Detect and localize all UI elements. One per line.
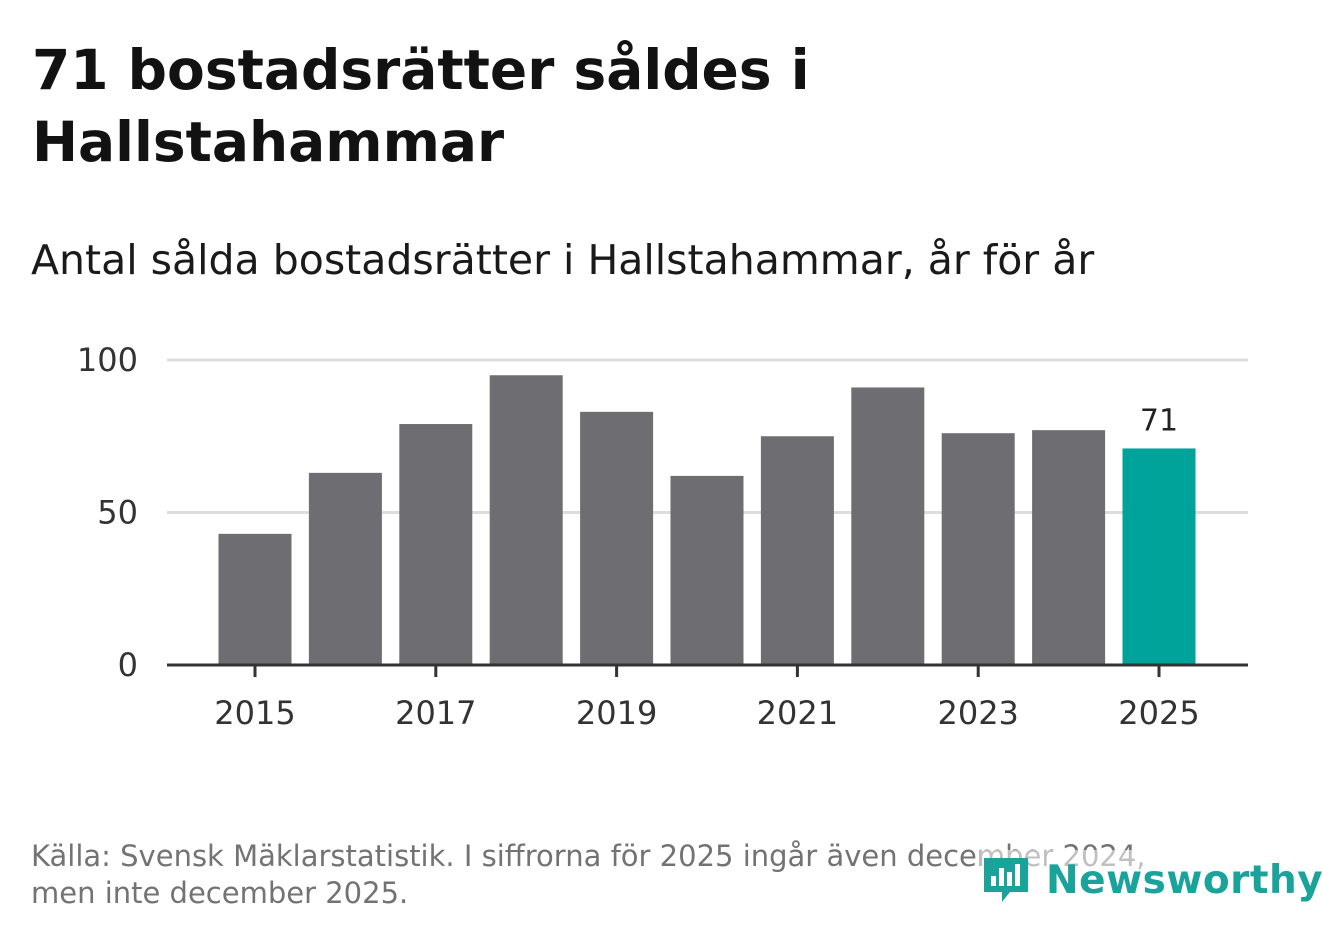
source-note: Källa: Svensk Mäklarstatistik. I siffror… <box>31 838 1231 912</box>
source-line-2: men inte december 2025. <box>31 876 409 910</box>
chart-subtitle: Antal sålda bostadsrätter i Hallstahamma… <box>31 236 1095 284</box>
bar-2023 <box>941 433 1015 665</box>
bar-2024 <box>1032 430 1106 665</box>
bar-2016 <box>308 472 382 665</box>
chart-title: 71 bostadsrätter såldes i Hallstahammar <box>32 38 810 174</box>
bar-2020 <box>670 475 744 665</box>
x-tick-label-2019: 2019 <box>576 694 657 732</box>
bar-2017 <box>399 424 473 665</box>
bar-2025 <box>1122 448 1196 665</box>
data-label-2025: 71 <box>1140 403 1178 438</box>
x-tick-label-2021: 2021 <box>757 694 838 732</box>
bar-2015 <box>218 533 292 665</box>
labels: 0 50 100 2015 2017 2019 2021 2023 2025 71 <box>77 341 1200 732</box>
bar-2022 <box>851 387 925 665</box>
x-tick-label-2017: 2017 <box>395 694 476 732</box>
bar-2019 <box>580 411 654 665</box>
bar-2018 <box>489 375 563 665</box>
y-tick-label-50: 50 <box>97 494 138 532</box>
x-tick-label-2025: 2025 <box>1118 694 1199 732</box>
x-axis <box>167 663 1248 677</box>
x-tick-label-2015: 2015 <box>214 694 295 732</box>
brand-name: Newsworthy <box>1046 857 1322 903</box>
y-tick-label-100: 100 <box>77 341 138 379</box>
x-tick-label-2023: 2023 <box>937 694 1018 732</box>
y-tick-label-0: 0 <box>118 646 138 684</box>
bar-2021 <box>760 436 834 665</box>
bars <box>218 375 1196 665</box>
source-line-1: Källa: Svensk Mäklarstatistik. I siffror… <box>31 839 1146 873</box>
newsworthy-logo-icon <box>984 858 1028 902</box>
brand-logo: Newsworthy <box>980 850 1322 910</box>
